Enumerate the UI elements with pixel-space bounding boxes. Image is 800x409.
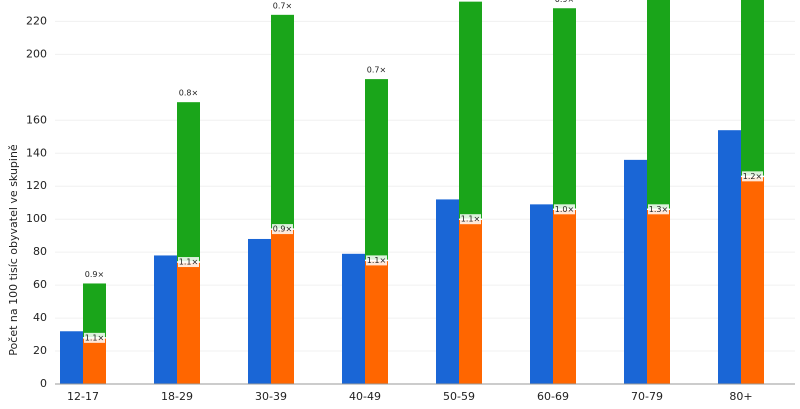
y-tick-label: 0 xyxy=(40,377,47,390)
bar xyxy=(647,0,670,210)
bar xyxy=(60,331,83,384)
x-tick-label: 60-69 xyxy=(537,390,569,403)
bar xyxy=(342,253,365,384)
bar xyxy=(553,8,576,210)
plot-area: 1.1× 1.1× 0.9× 1.1× 1.1× 1.0× 1.3× 1.2× xyxy=(60,0,764,384)
label-box xyxy=(742,171,763,182)
bar xyxy=(83,283,106,338)
y-tick-label: 140 xyxy=(26,146,47,159)
bar xyxy=(365,260,388,384)
bar xyxy=(83,337,106,384)
bar xyxy=(553,209,576,384)
y-tick-label: 220 xyxy=(26,14,47,27)
bar xyxy=(248,238,271,384)
label-box xyxy=(272,224,293,235)
label-box xyxy=(84,332,105,343)
label-box xyxy=(366,255,387,266)
y-tick-label: 160 xyxy=(26,113,47,126)
ratio-label: 0.9× xyxy=(555,0,574,4)
ratio-label: 1.0× xyxy=(555,205,574,214)
x-tick-label: 12-17 xyxy=(67,390,99,403)
y-tick-label: 20 xyxy=(33,344,47,357)
x-tick-label: 40-49 xyxy=(349,390,381,403)
ratio-label: 0.7× xyxy=(273,1,292,10)
ratio-label: 1.1× xyxy=(85,333,104,342)
ratio-label: 1.2× xyxy=(743,172,762,181)
label-box xyxy=(178,257,199,268)
bar xyxy=(718,130,741,384)
y-axis-label: Počet na 100 tisíc obyvatel ve skupině xyxy=(7,144,20,356)
bar xyxy=(647,209,670,384)
x-tick-label: 18-29 xyxy=(161,390,193,403)
label-box xyxy=(648,204,669,215)
ratio-label: 0.9× xyxy=(273,225,292,234)
bar xyxy=(154,255,177,384)
x-tick-label: 30-39 xyxy=(255,390,287,403)
label-box xyxy=(460,214,481,225)
x-tick-label: 70-79 xyxy=(631,390,663,403)
bar xyxy=(271,229,294,384)
ratio-label: 0.7× xyxy=(367,66,386,75)
label-box xyxy=(554,204,575,215)
y-tick-label: 40 xyxy=(33,311,47,324)
y-tick-label: 80 xyxy=(33,245,47,258)
ratio-label: 0.9× xyxy=(85,270,104,279)
bar xyxy=(365,79,388,261)
ratio-label: 0.8× xyxy=(179,89,198,98)
ratio-label: 1.3× xyxy=(649,205,668,214)
ratio-label: 1.1× xyxy=(179,258,198,267)
bar xyxy=(271,14,294,230)
bar xyxy=(177,262,200,384)
bar xyxy=(624,159,647,384)
x-tick-label: 50-59 xyxy=(443,390,475,403)
y-tick-label: 100 xyxy=(26,212,47,225)
x-tick-label: 80+ xyxy=(729,390,752,403)
bar xyxy=(741,0,764,177)
ratio-label: 1.1× xyxy=(367,256,386,265)
bar xyxy=(459,1,482,220)
bar xyxy=(741,176,764,384)
y-tick-label: 200 xyxy=(26,47,47,60)
ratio-label: 1.1× xyxy=(461,215,480,224)
bar xyxy=(177,102,200,263)
bar xyxy=(436,199,459,384)
bar xyxy=(459,219,482,384)
bar xyxy=(530,204,553,384)
y-tick-label: 60 xyxy=(33,278,47,291)
y-tick-label: 120 xyxy=(26,179,47,192)
